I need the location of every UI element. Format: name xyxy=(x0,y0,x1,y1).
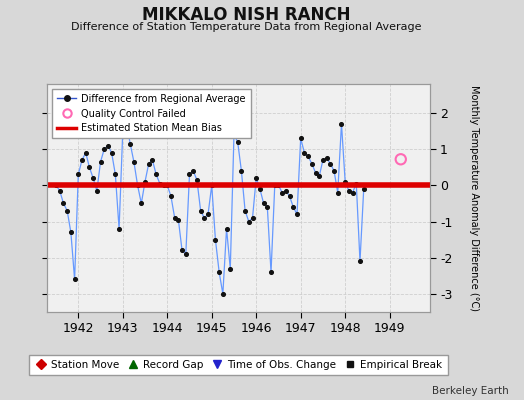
Point xyxy=(256,186,264,192)
Point xyxy=(122,121,130,127)
Point xyxy=(167,193,175,199)
Point xyxy=(148,157,157,163)
Point xyxy=(311,170,320,176)
Point xyxy=(63,208,71,214)
Point xyxy=(326,160,334,167)
Point xyxy=(67,229,75,236)
Point xyxy=(193,177,201,183)
Point xyxy=(300,150,309,156)
Point xyxy=(141,178,149,185)
Point xyxy=(78,157,86,163)
Point xyxy=(163,182,171,188)
Point xyxy=(352,180,361,187)
Point xyxy=(174,216,182,223)
Point xyxy=(89,175,97,181)
Point xyxy=(356,258,364,264)
Point xyxy=(270,182,279,188)
Point xyxy=(182,251,190,257)
Point xyxy=(397,156,405,162)
Point xyxy=(56,188,64,194)
Point xyxy=(145,160,153,167)
Point xyxy=(282,188,290,194)
Point xyxy=(189,168,198,174)
Point xyxy=(359,186,368,192)
Point xyxy=(156,180,164,187)
Point xyxy=(245,218,253,225)
Point xyxy=(208,182,216,188)
Point xyxy=(134,182,142,188)
Point xyxy=(104,142,112,149)
Point xyxy=(230,132,238,138)
Point xyxy=(259,200,268,207)
Point xyxy=(100,146,108,152)
Point xyxy=(70,276,79,283)
Point xyxy=(286,193,294,199)
Point xyxy=(115,226,123,232)
Point xyxy=(319,157,327,163)
Point xyxy=(252,175,260,181)
Point xyxy=(237,168,246,174)
Point xyxy=(219,291,227,297)
Point xyxy=(289,204,298,210)
Point xyxy=(159,182,168,188)
Point xyxy=(308,160,316,167)
Point xyxy=(96,159,105,165)
Point xyxy=(241,208,249,214)
Point xyxy=(297,135,305,142)
Point xyxy=(111,171,119,178)
Point xyxy=(341,178,350,185)
Point xyxy=(215,269,223,275)
Point xyxy=(345,188,353,194)
Point xyxy=(137,200,146,207)
Point xyxy=(185,171,194,178)
Point xyxy=(74,171,82,178)
Point xyxy=(304,153,312,160)
Point xyxy=(126,140,134,147)
Point xyxy=(222,226,231,232)
Point xyxy=(200,215,209,221)
Point xyxy=(267,269,275,275)
Point xyxy=(52,182,60,188)
Point xyxy=(93,188,101,194)
Point xyxy=(152,171,160,178)
Point xyxy=(274,182,282,188)
Point xyxy=(248,215,257,221)
Point xyxy=(330,168,339,174)
Point xyxy=(178,247,186,254)
Point xyxy=(130,159,138,165)
Point xyxy=(234,139,242,145)
Point xyxy=(59,200,68,207)
Point xyxy=(196,208,205,214)
Point xyxy=(337,121,346,127)
Point xyxy=(118,128,127,134)
Point xyxy=(263,204,271,210)
Point xyxy=(348,189,357,196)
Point xyxy=(226,265,234,272)
Legend: Station Move, Record Gap, Time of Obs. Change, Empirical Break: Station Move, Record Gap, Time of Obs. C… xyxy=(29,355,448,375)
Point xyxy=(204,211,212,218)
Point xyxy=(85,164,94,170)
Point xyxy=(82,150,90,156)
Text: Berkeley Earth: Berkeley Earth xyxy=(432,386,508,396)
Point xyxy=(278,189,286,196)
Point xyxy=(211,236,220,243)
Point xyxy=(170,215,179,221)
Point xyxy=(334,189,342,196)
Point xyxy=(107,150,116,156)
Point xyxy=(322,155,331,161)
Text: Difference of Station Temperature Data from Regional Average: Difference of Station Temperature Data f… xyxy=(71,22,421,32)
Point xyxy=(315,173,323,180)
Y-axis label: Monthly Temperature Anomaly Difference (°C): Monthly Temperature Anomaly Difference (… xyxy=(469,85,479,311)
Point xyxy=(293,211,301,218)
Text: MIKKALO NISH RANCH: MIKKALO NISH RANCH xyxy=(142,6,351,24)
